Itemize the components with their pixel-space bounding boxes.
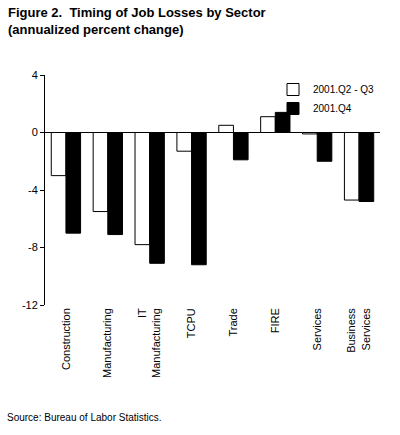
- svg-text:ITManufacturing: ITManufacturing: [136, 308, 162, 378]
- svg-text:FIRE: FIRE: [269, 308, 281, 333]
- svg-text:Services: Services: [311, 308, 323, 351]
- svg-text:TCPU: TCPU: [185, 308, 197, 338]
- svg-text:2001.Q4: 2001.Q4: [313, 103, 352, 114]
- svg-text:BusinessServices: BusinessServices: [345, 308, 371, 353]
- svg-text:Source: Bureau of Labor Statis: Source: Bureau of Labor Statistics.: [7, 412, 162, 423]
- svg-text:Figure 2. Timing of Job Losse: Figure 2. Timing of Job Losses by Sector…: [8, 5, 266, 37]
- svg-text:Trade: Trade: [227, 308, 239, 336]
- svg-text:2001.Q2 - Q3: 2001.Q2 - Q3: [313, 84, 374, 95]
- svg-text:-4: -4: [28, 184, 38, 196]
- svg-text:Construction: Construction: [60, 308, 72, 370]
- svg-text:4: 4: [32, 69, 38, 81]
- svg-text:Manufacturing: Manufacturing: [101, 308, 113, 378]
- svg-text:-12: -12: [22, 299, 38, 311]
- svg-text:-8: -8: [28, 241, 38, 253]
- svg-text:0: 0: [32, 126, 38, 138]
